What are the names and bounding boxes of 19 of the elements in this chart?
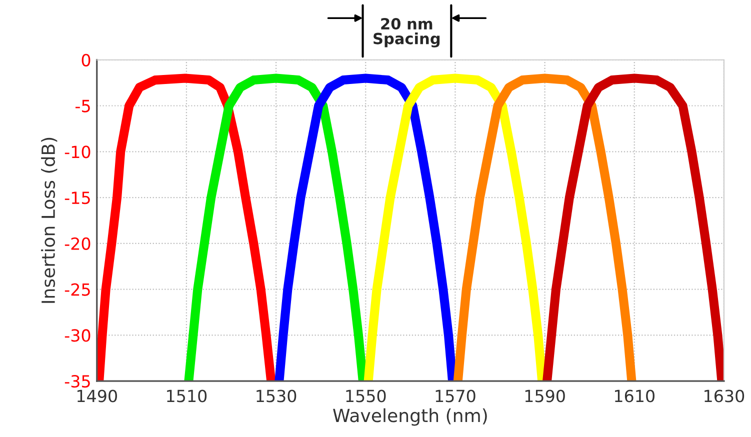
y-tick-label: -30 bbox=[64, 329, 90, 342]
y-tick-label: -5 bbox=[76, 100, 90, 112]
x-tick-label: 1570 bbox=[436, 390, 476, 402]
y-tick-label: -20 bbox=[64, 237, 90, 250]
x-tick-label: 1490 bbox=[78, 390, 117, 402]
y-tick-label: -15 bbox=[64, 192, 90, 204]
x-tick-label: 1630 bbox=[704, 390, 744, 402]
text: 20 nm Spacing bbox=[374, 18, 440, 48]
x-axis-title: Wavelength (nm) bbox=[333, 408, 487, 426]
y-tick-label: 0 bbox=[82, 54, 90, 66]
x-tick-label: 1530 bbox=[256, 390, 296, 402]
x-tick-label: 1550 bbox=[346, 390, 386, 402]
y-tick-label: -25 bbox=[64, 283, 90, 296]
y-tick-label: -35 bbox=[64, 375, 90, 388]
x-tick-label: 1510 bbox=[167, 390, 207, 402]
y-tick-label: -10 bbox=[64, 146, 90, 158]
x-tick-label: 1590 bbox=[525, 390, 565, 402]
y-axis-title: Insertion Loss (dB) bbox=[41, 138, 58, 303]
x-tick-label: 1610 bbox=[615, 390, 654, 402]
